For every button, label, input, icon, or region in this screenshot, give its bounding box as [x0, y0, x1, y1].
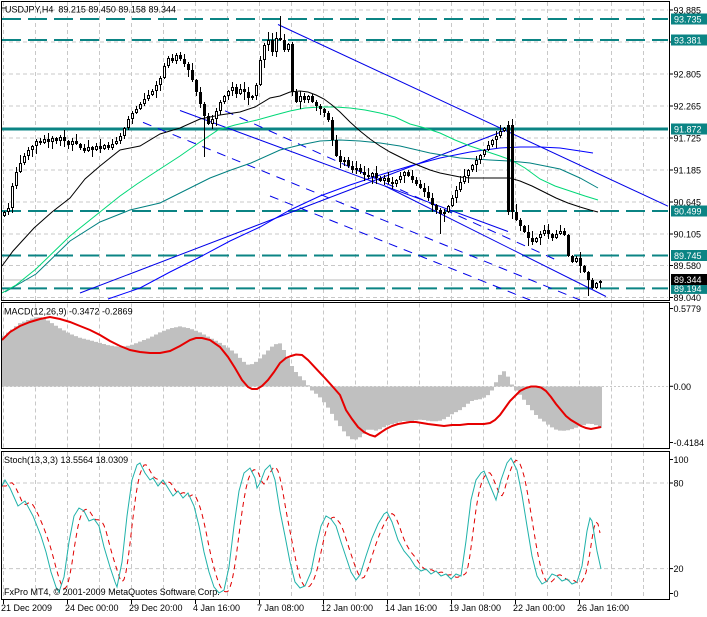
svg-text:20: 20: [674, 564, 684, 574]
svg-text:91.725: 91.725: [674, 134, 702, 144]
svg-text:4 Jan 16:00: 4 Jan 16:00: [193, 603, 240, 613]
svg-text:93.885: 93.885: [674, 6, 702, 16]
svg-text:12 Jan 00:00: 12 Jan 00:00: [321, 603, 373, 613]
svg-text:90.645: 90.645: [674, 198, 702, 208]
svg-text:29 Dec 20:00: 29 Dec 20:00: [129, 603, 183, 613]
svg-text:89.580: 89.580: [674, 261, 702, 271]
svg-text:89.040: 89.040: [674, 293, 702, 303]
svg-text:19 Jan 08:00: 19 Jan 08:00: [449, 603, 501, 613]
svg-text:91.185: 91.185: [674, 166, 702, 176]
svg-text:89.745: 89.745: [674, 251, 702, 261]
svg-text:93.381: 93.381: [674, 36, 702, 46]
svg-text:USDJPY,H4 89.215 89.450 89.15: USDJPY,H4 89.215 89.450 89.158 89.344: [5, 5, 176, 15]
svg-text:FxPro MT4, © 2001-2009 MetaQuo: FxPro MT4, © 2001-2009 MetaQuotes Softwa…: [4, 587, 220, 597]
svg-text:90.105: 90.105: [674, 230, 702, 240]
svg-text:91.872: 91.872: [674, 125, 702, 135]
svg-text:89.194: 89.194: [674, 284, 702, 294]
svg-text:0: 0: [674, 589, 679, 599]
svg-text:100: 100: [674, 455, 689, 465]
svg-text:0.00: 0.00: [674, 382, 692, 392]
svg-text:80: 80: [674, 479, 684, 489]
svg-text:-0.4184: -0.4184: [674, 438, 705, 448]
svg-text:7 Jan 08:00: 7 Jan 08:00: [257, 603, 304, 613]
svg-text:21 Dec 2009: 21 Dec 2009: [1, 603, 52, 613]
svg-text:93.735: 93.735: [674, 15, 702, 25]
svg-text:89.344: 89.344: [674, 275, 702, 285]
svg-text:26 Jan 16:00: 26 Jan 16:00: [577, 603, 629, 613]
svg-text:90.499: 90.499: [674, 207, 702, 217]
svg-text:92.265: 92.265: [674, 102, 702, 112]
svg-text:MACD(12,26,9) -0.3472 -0.2869: MACD(12,26,9) -0.3472 -0.2869: [4, 307, 133, 317]
svg-text:24 Dec 00:00: 24 Dec 00:00: [65, 603, 119, 613]
svg-text:22 Jan 00:00: 22 Jan 00:00: [513, 603, 565, 613]
svg-text:0.5779: 0.5779: [674, 304, 702, 314]
svg-text:92.805: 92.805: [674, 70, 702, 80]
svg-text:14 Jan 16:00: 14 Jan 16:00: [385, 603, 437, 613]
svg-text:Stoch(13,3,3) 13.5564 18.0309: Stoch(13,3,3) 13.5564 18.0309: [4, 455, 128, 465]
